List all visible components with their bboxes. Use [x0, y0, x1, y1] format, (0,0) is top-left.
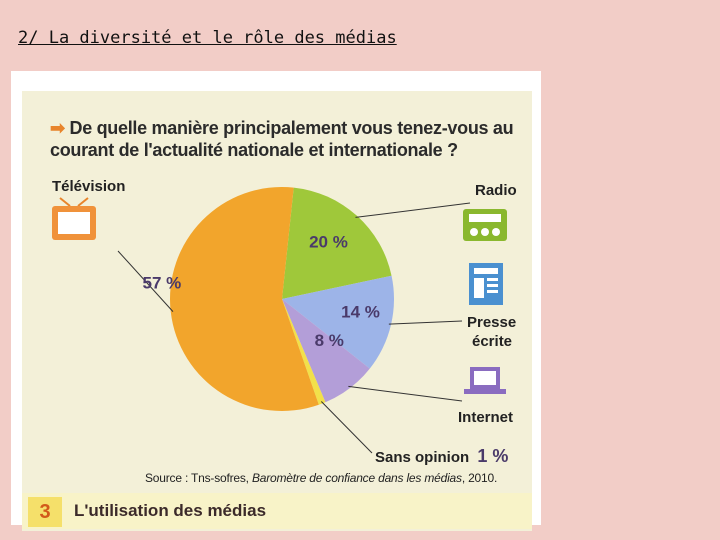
radio-icon [463, 209, 507, 241]
source-title: Baromètre de confiance dans les médias [251, 471, 462, 485]
sans-opinion-text: Sans opinion [375, 449, 470, 466]
leader-radio [355, 202, 471, 218]
chart-title: ➡ De quelle manière principalement vous … [50, 117, 520, 161]
pie-chart: 20 % 14 % 8 % 57 % [52, 186, 507, 454]
label-presse: Presse [467, 314, 517, 331]
pie-label-radio: 20 % [309, 232, 348, 251]
figure-number: 3 [28, 497, 62, 527]
figure-page: ➡ De quelle manière principalement vous … [22, 91, 532, 531]
scanned-figure: ➡ De quelle manière principalement vous … [11, 71, 541, 531]
pie-label-television: 57 % [143, 273, 182, 292]
source-note: Source : Tns-sofres, Baromètre de confia… [145, 471, 497, 485]
pie-label-presse-ecrite: 14 % [341, 302, 380, 321]
label-ecrite: écrite [472, 333, 513, 350]
pie-value-labels: 20 % 14 % 8 % 57 % [143, 232, 380, 350]
pie-slice-internet [282, 299, 370, 403]
pie-slice-television [169, 186, 319, 411]
arrow-icon: ➡ [50, 118, 65, 138]
leader-sans-opinion [320, 401, 373, 454]
leader-internet [348, 385, 463, 402]
laptop-icon [464, 367, 506, 394]
label-television: Télévision [52, 178, 126, 195]
pie-slice-radio [282, 187, 392, 299]
leader-television [117, 250, 174, 312]
newspaper-icon [469, 263, 503, 305]
pie-label-internet: 8 % [315, 331, 344, 350]
label-internet: Internet [458, 409, 514, 426]
leader-presse [388, 320, 463, 325]
figure-title: L'utilisation des médias [74, 501, 267, 520]
slide-title: 2/ La diversité et le rôle des médias [18, 28, 397, 48]
figure-caption-band: 3 L'utilisation des médias [22, 493, 532, 529]
pie-slices [169, 186, 394, 411]
leader-lines [117, 202, 471, 454]
pie-slice-sans-opinion [282, 299, 326, 405]
tv-icon [52, 197, 96, 240]
label-radio: Radio [475, 182, 517, 199]
sans-opinion-value: 1 % [477, 446, 509, 466]
source-prefix: Source : Tns-sofres, [145, 471, 252, 485]
source-suffix: , 2010. [461, 471, 498, 485]
chart-title-text: De quelle manière principalement vous te… [50, 118, 514, 160]
label-sans-opinion: Sans opinion 1 % [375, 446, 508, 467]
pie-slice-presse-ecrite [282, 275, 394, 369]
